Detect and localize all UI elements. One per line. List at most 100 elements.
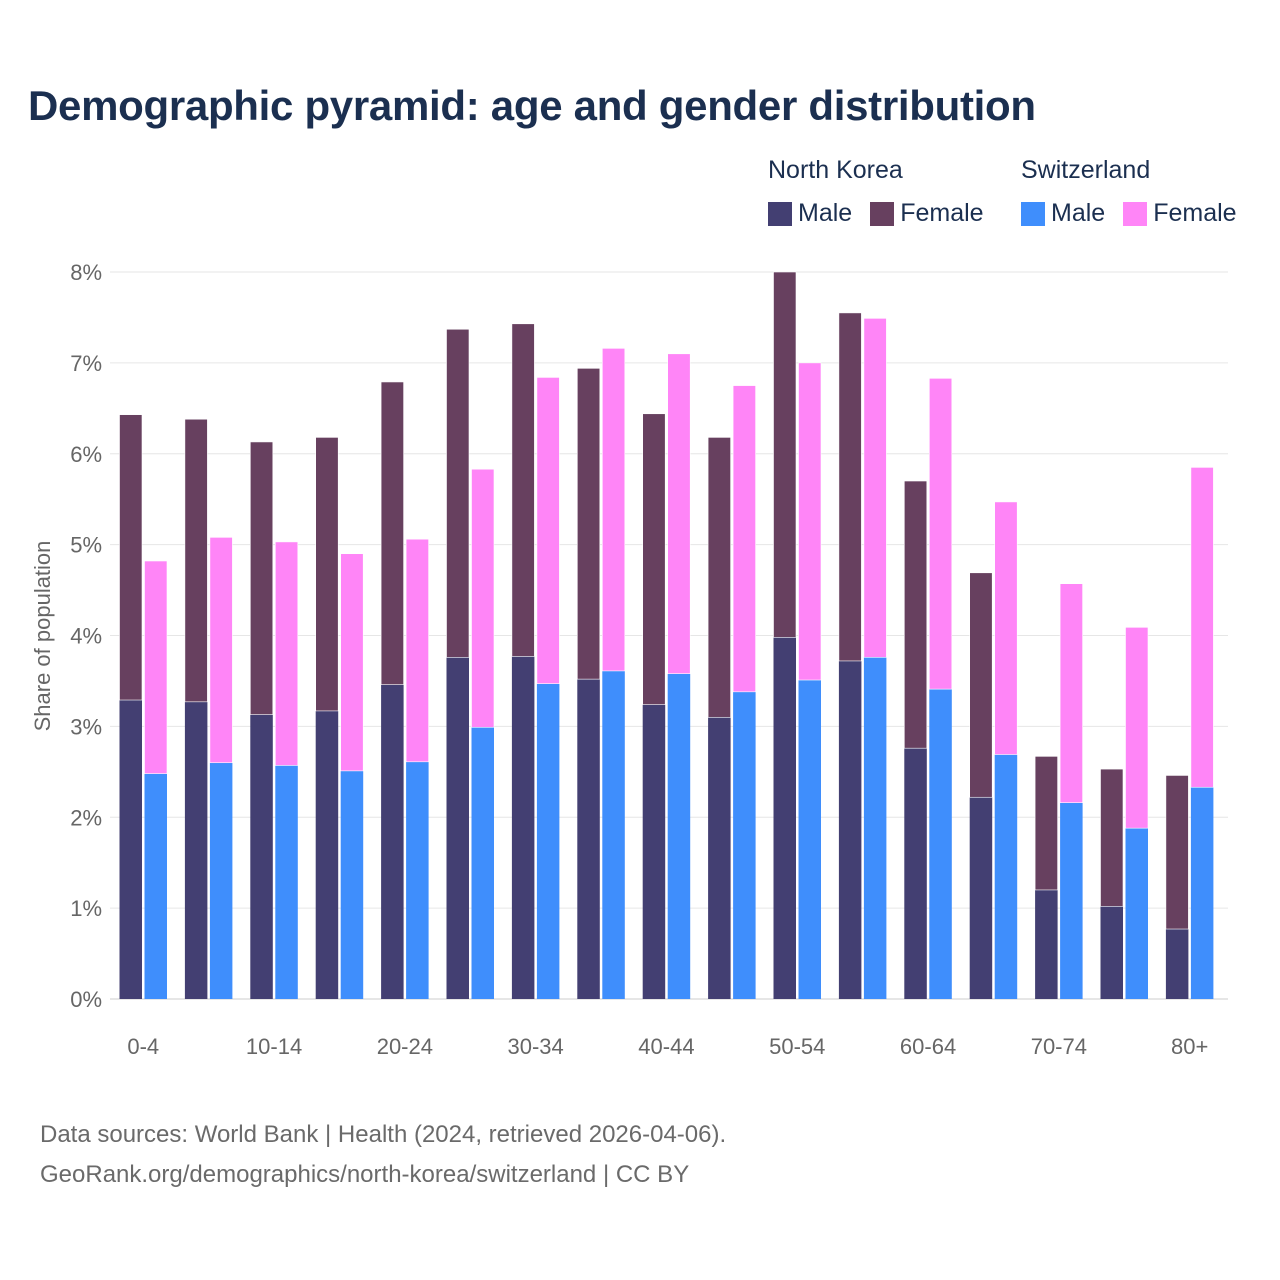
y-tick-label: 5% [70, 533, 102, 558]
bar-switzerland-male-60-64 [929, 689, 952, 999]
y-tick-label: 3% [70, 714, 102, 739]
bar-switzerland-male-25-29 [471, 727, 494, 999]
bar-north-korea-male-10-14 [250, 714, 273, 999]
bar-switzerland-female-45-49 [732, 385, 756, 693]
legend-item-nk-female: Female [870, 199, 984, 228]
y-tick-label: 7% [70, 351, 102, 376]
y-axis-label: Share of population [30, 541, 55, 732]
bar-switzerland-male-70-74 [1060, 802, 1083, 999]
bar-north-korea-female-40-44 [642, 413, 666, 705]
bar-north-korea-female-60-64 [903, 480, 928, 749]
y-tick-label: 4% [70, 624, 102, 649]
bar-north-korea-male-20-24 [381, 684, 404, 999]
bar-north-korea-male-65-69 [969, 797, 993, 999]
bar-switzerland-female-0-4 [144, 560, 168, 774]
bar-switzerland-male-80+ [1190, 787, 1214, 999]
bar-switzerland-female-10-14 [274, 541, 299, 766]
bar-north-korea-female-45-49 [707, 437, 731, 718]
footer: Data sources: World Bank | Health (2024,… [40, 1115, 726, 1195]
bar-north-korea-male-45-49 [708, 717, 731, 999]
x-tick-label: 50-54 [769, 1034, 825, 1059]
legend-label: Female [1153, 199, 1237, 227]
bar-north-korea-male-75-79 [1100, 906, 1123, 999]
legend-switzerland: Switzerland Male Female [1021, 156, 1237, 228]
y-tick-label: 8% [70, 260, 102, 285]
bar-north-korea-male-70-74 [1035, 889, 1058, 999]
bar-north-korea-male-5-9 [184, 701, 208, 999]
bar-switzerland-male-30-34 [536, 683, 560, 999]
legend-swatch [870, 201, 895, 226]
bar-north-korea-female-15-19 [315, 437, 339, 712]
bar-north-korea-female-25-29 [446, 328, 470, 658]
bar-switzerland-male-75-79 [1125, 828, 1148, 999]
bar-switzerland-female-60-64 [928, 378, 953, 690]
bar-switzerland-female-55-59 [863, 318, 887, 658]
bar-switzerland-female-40-44 [667, 353, 691, 674]
bar-switzerland-female-75-79 [1125, 627, 1149, 829]
bar-north-korea-male-40-44 [642, 704, 666, 999]
bar-switzerland-male-10-14 [275, 765, 298, 999]
bar-switzerland-female-80+ [1190, 467, 1214, 788]
x-tick-label: 70-74 [1031, 1034, 1087, 1059]
legend-group-title: North Korea [768, 156, 903, 184]
bar-switzerland-female-30-34 [536, 377, 560, 684]
bar-north-korea-female-70-74 [1034, 756, 1058, 891]
bar-north-korea-female-10-14 [250, 441, 274, 715]
bar-north-korea-female-0-4 [119, 414, 143, 701]
bar-north-korea-male-50-54 [773, 637, 796, 999]
x-tick-label: 0-4 [127, 1034, 159, 1059]
bar-north-korea-female-35-39 [576, 368, 601, 680]
bar-north-korea-female-65-69 [969, 572, 993, 798]
bar-switzerland-male-0-4 [144, 773, 167, 999]
bar-switzerland-female-5-9 [209, 537, 233, 764]
bar-north-korea-female-50-54 [773, 271, 797, 638]
legend-label: Female [900, 199, 984, 227]
bar-switzerland-female-25-29 [471, 468, 495, 728]
chart-title: Demographic pyramid: age and gender dist… [28, 82, 1036, 129]
legend-item-ch-male: Male [1021, 199, 1105, 228]
bar-switzerland-female-35-39 [601, 348, 626, 672]
bar-switzerland-female-65-69 [994, 501, 1018, 755]
x-tick-label: 80+ [1171, 1034, 1208, 1059]
bar-switzerland-female-15-19 [340, 553, 364, 772]
legend-swatch [1123, 201, 1148, 226]
bar-north-korea-female-75-79 [1100, 768, 1124, 907]
y-tick-label: 0% [70, 987, 102, 1012]
bar-north-korea-female-20-24 [380, 381, 404, 685]
y-tick-label: 2% [70, 805, 102, 830]
bar-north-korea-female-5-9 [184, 418, 208, 703]
y-tick-label: 6% [70, 442, 102, 467]
x-tick-label: 20-24 [377, 1034, 433, 1059]
legend-group-title: Switzerland [1021, 156, 1151, 184]
bar-north-korea-female-80+ [1165, 775, 1189, 930]
bar-north-korea-male-35-39 [577, 679, 600, 999]
legend-label: Male [1051, 199, 1106, 227]
attribution-text: GeoRank.org/demographics/north-korea/swi… [40, 1161, 690, 1188]
bar-switzerland-female-50-54 [798, 362, 822, 681]
bar-north-korea-male-25-29 [446, 657, 469, 999]
legend-swatch [1021, 201, 1045, 226]
legend-label: Male [798, 199, 853, 227]
bar-north-korea-male-80+ [1165, 929, 1189, 999]
bar-north-korea-male-55-59 [838, 660, 862, 999]
legend-item-ch-female: Female [1123, 199, 1237, 228]
x-tick-label: 30-34 [508, 1034, 564, 1059]
bar-switzerland-male-50-54 [798, 680, 821, 999]
legend-north-korea: North Korea Male Female [768, 156, 984, 228]
legend-swatch [768, 201, 792, 226]
y-tick-label: 1% [70, 896, 102, 921]
bar-north-korea-female-55-59 [838, 312, 862, 662]
bar-switzerland-male-5-9 [209, 762, 233, 999]
bar-switzerland-male-65-69 [994, 754, 1018, 999]
bar-north-korea-male-30-34 [511, 656, 535, 999]
x-tick-label: 40-44 [638, 1034, 694, 1059]
x-tick-label: 60-64 [900, 1034, 956, 1059]
data-source-text: Data sources: World Bank | Health (2024,… [40, 1121, 727, 1148]
bar-switzerland-female-70-74 [1059, 583, 1083, 804]
bar-north-korea-male-60-64 [904, 748, 927, 999]
bar-switzerland-female-20-24 [405, 538, 429, 763]
bar-north-korea-male-15-19 [315, 710, 339, 999]
bar-switzerland-male-40-44 [667, 673, 691, 999]
bar-switzerland-male-15-19 [340, 770, 364, 999]
